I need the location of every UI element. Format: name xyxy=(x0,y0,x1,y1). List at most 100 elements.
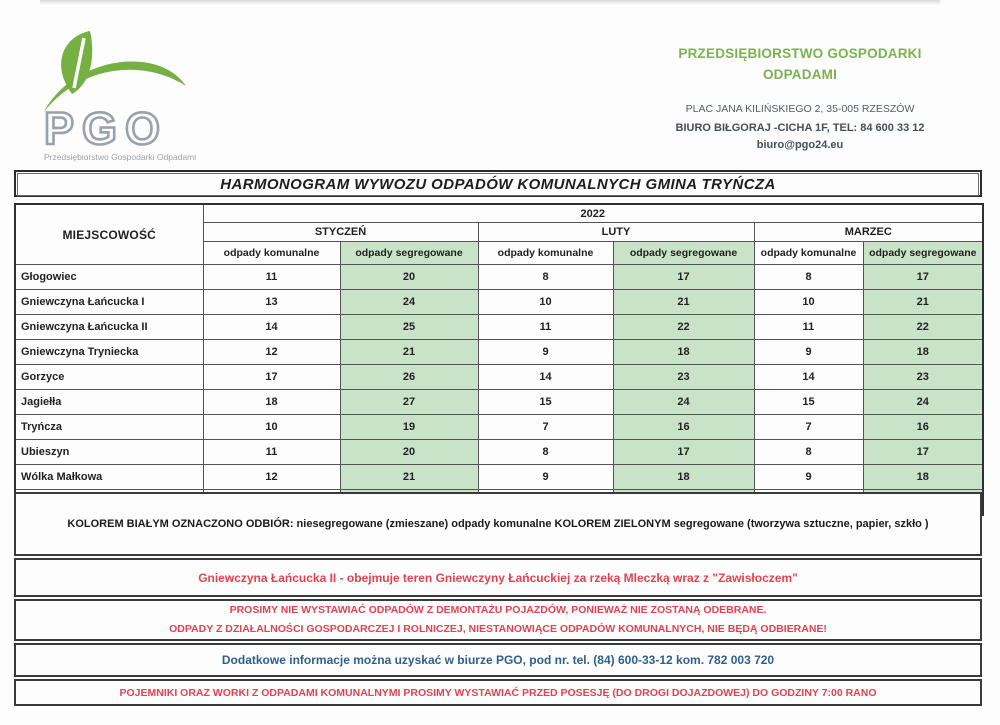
cell-value: 14 xyxy=(202,314,341,340)
cell-value: 24 xyxy=(612,389,755,415)
cell-value: 12 xyxy=(202,339,341,365)
company-info: PRZEDSIĘBIORSTWO GOSPODARKI ODPADAMI PLA… xyxy=(610,44,990,155)
cell-locality: Ubieszyn xyxy=(14,439,204,465)
pgo-logo-graphic: PGO Przedsiębiorstwo Gospodarki Odpadami xyxy=(43,31,196,162)
cell-value: 23 xyxy=(612,364,755,390)
cell-value: 21 xyxy=(862,289,984,315)
logo-caption: Przedsiębiorstwo Gospodarki Odpadami xyxy=(44,152,196,162)
company-name-line1: PRZEDSIĘBIORSTWO GOSPODARKI xyxy=(678,46,922,61)
cell-value: 13 xyxy=(202,289,341,315)
page-title: HARMONOGRAM WYWOZU ODPADÓW KOMUNALNYCH G… xyxy=(220,176,776,193)
cell-value: 17 xyxy=(612,264,755,290)
cell-value: 24 xyxy=(339,289,479,315)
cell-value: 10 xyxy=(477,289,614,315)
subheader-komunalne: odpady komunalne xyxy=(477,241,614,265)
company-name: PRZEDSIĘBIORSTWO GOSPODARKI ODPADAMI xyxy=(610,44,990,86)
pgo-logo: PGO Przedsiębiorstwo Gospodarki Odpadami xyxy=(36,28,206,168)
cell-value: 25 xyxy=(339,314,479,340)
cell-value: 11 xyxy=(753,314,864,340)
cell-locality: Gniewczyna Łańcucka II xyxy=(14,314,204,340)
cell-value: 22 xyxy=(612,314,755,340)
subheader-komunalne: odpady komunalne xyxy=(202,241,341,265)
cell-value: 21 xyxy=(339,464,479,490)
table-row: Gniewczyna Tryniecka 12 21 9 18 9 18 xyxy=(14,339,984,365)
company-address: PLAC JANA KILIŃSKIEGO 2, 35-005 RZESZÓW xyxy=(685,102,915,115)
cell-value: 11 xyxy=(202,439,341,465)
cell-locality: Gniewczyna Łańcucka I xyxy=(14,289,204,315)
subheader-segregowane: odpady segregowane xyxy=(862,241,984,265)
subheader-komunalne: odpady komunalne xyxy=(753,241,864,265)
cell-value: 7 xyxy=(477,414,614,440)
schedule-table: MIEJSCOWOŚĆ 2022 STYCZEŃ LUTY MARZEC odp… xyxy=(14,203,985,516)
scan-artifact xyxy=(40,0,940,5)
cell-locality: Gniewczyna Tryniecka xyxy=(14,339,204,365)
cell-value: 24 xyxy=(862,389,984,415)
table-row: Ubieszyn 11 20 8 17 8 17 xyxy=(14,439,984,465)
cell-value: 20 xyxy=(339,264,479,290)
cell-locality: Gorzyce xyxy=(14,364,204,390)
cell-value: 18 xyxy=(862,464,984,490)
cell-locality: Tryńcza xyxy=(14,414,204,440)
table-subheader-row: odpady komunalne odpady segregowane odpa… xyxy=(15,241,984,265)
cell-value: 9 xyxy=(753,464,864,490)
note-warning-line1: PROSIMY NIE WYSTAWIAĆ ODPADÓW Z DEMONTAŻ… xyxy=(229,604,767,617)
header-month-luty: LUTY xyxy=(477,222,755,242)
note-gniewczyna: Gniewczyna Łańcucka II - obejmuje teren … xyxy=(14,558,982,597)
cell-value: 23 xyxy=(862,364,984,390)
cell-value: 17 xyxy=(862,439,984,465)
note-legend: KOLOREM BIAŁYM OZNACZONO ODBIÓR: niesegr… xyxy=(14,492,982,556)
leaf-icon xyxy=(44,31,186,112)
cell-value: 20 xyxy=(339,439,479,465)
logo-wordmark: PGO xyxy=(44,103,168,154)
cell-value: 8 xyxy=(477,439,614,465)
cell-value: 18 xyxy=(612,339,755,365)
company-office: BIURO BIŁGORAJ -CICHA 1F, TEL: 84 600 33… xyxy=(675,121,925,134)
cell-value: 21 xyxy=(612,289,755,315)
cell-value: 8 xyxy=(753,264,864,290)
cell-value: 12 xyxy=(202,464,341,490)
cell-locality: Głogowiec xyxy=(14,264,204,290)
cell-value: 22 xyxy=(862,314,984,340)
table-row: Jagiełła 18 27 15 24 15 24 xyxy=(14,389,984,415)
table-header-year-row: MIEJSCOWOŚĆ 2022 xyxy=(14,203,984,265)
cell-value: 9 xyxy=(753,339,864,365)
cell-value: 15 xyxy=(477,389,614,415)
cell-value: 16 xyxy=(862,414,984,440)
cell-value: 8 xyxy=(477,264,614,290)
header-year: 2022 xyxy=(202,203,984,223)
cell-value: 9 xyxy=(477,339,614,365)
cell-value: 27 xyxy=(339,389,479,415)
subheader-segregowane: odpady segregowane xyxy=(612,241,755,265)
cell-value: 26 xyxy=(339,364,479,390)
title-inner-border: HARMONOGRAM WYWOZU ODPADÓW KOMUNALNYCH G… xyxy=(17,173,979,196)
cell-value: 11 xyxy=(477,314,614,340)
cell-value: 16 xyxy=(612,414,755,440)
note-warning: PROSIMY NIE WYSTAWIAĆ ODPADÓW Z DEMONTAŻ… xyxy=(14,599,982,641)
table-row: Gniewczyna Łańcucka II 14 25 11 22 11 22 xyxy=(14,314,984,340)
cell-value: 19 xyxy=(339,414,479,440)
cell-value: 21 xyxy=(339,339,479,365)
cell-value: 14 xyxy=(477,364,614,390)
header-miejscowosc: MIEJSCOWOŚĆ xyxy=(14,203,204,265)
cell-value: 10 xyxy=(202,414,341,440)
cell-value: 17 xyxy=(202,364,341,390)
cell-value: 18 xyxy=(202,389,341,415)
cell-value: 15 xyxy=(753,389,864,415)
subheader-segregowane: odpady segregowane xyxy=(339,241,479,265)
cell-locality: Jagiełła xyxy=(14,389,204,415)
header-month-styczen: STYCZEŃ xyxy=(202,222,479,242)
cell-value: 11 xyxy=(202,264,341,290)
title-box: HARMONOGRAM WYWOZU ODPADÓW KOMUNALNYCH G… xyxy=(14,170,982,197)
cell-value: 17 xyxy=(612,439,755,465)
table-row: Głogowiec 11 20 8 17 8 17 xyxy=(14,264,984,290)
cell-value: 14 xyxy=(753,364,864,390)
cell-value: 8 xyxy=(753,439,864,465)
note-warning-line2: ODPADY Z DZIAŁALNOŚCI GOSPODARCZEJ I ROL… xyxy=(169,623,827,635)
table-row: Gorzyce 17 26 14 23 14 23 xyxy=(14,364,984,390)
table-row: Tryńcza 10 19 7 16 7 16 xyxy=(14,414,984,440)
table-row: Wólka Małkowa 12 21 9 18 9 18 xyxy=(14,464,984,490)
cell-locality: Wólka Małkowa xyxy=(14,464,204,490)
cell-value: 18 xyxy=(862,339,984,365)
note-containers: POJEMNIKI ORAZ WORKI Z ODPADAMI KOMUNALN… xyxy=(14,679,982,706)
